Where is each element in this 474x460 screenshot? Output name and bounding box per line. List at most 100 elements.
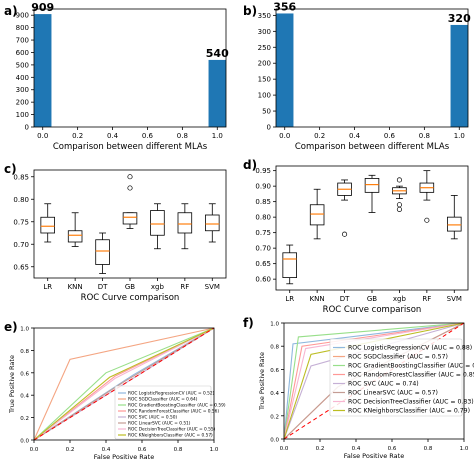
bar-value-label-b-1: 320 — [448, 12, 471, 25]
x-tick-label-c-3: GB — [125, 283, 135, 291]
roc-curve-e-1 — [33, 327, 215, 441]
y-tick-label-e-0: 0.0 — [20, 439, 29, 445]
y-tick-label-d-0: 0.60 — [255, 276, 271, 284]
outlier-point-d-4-0 — [396, 177, 402, 183]
y-tick-label-b-3: 150 — [258, 76, 271, 84]
y-tick-label-a-3: 300 — [16, 86, 29, 94]
x-tick-label-c-2: DT — [98, 283, 108, 291]
plot-frame-c — [33, 169, 227, 279]
x-tick-label-b-4: 0.8 — [419, 132, 430, 140]
outlier-point-d-2-0 — [342, 231, 348, 237]
x-tick-label-d-3: GB — [367, 295, 377, 303]
box-c-4 — [150, 210, 165, 236]
y-tick-label-e-1: 0.2 — [20, 416, 29, 422]
y-tick-label-f-2: 0.4 — [270, 391, 279, 397]
x-tick-label-d-0: LR — [285, 295, 294, 303]
legend-entry-e-6: ROC DecisionTreeClassifier (AUC = 0.55) — [128, 427, 216, 433]
x-tick-label-e-4: 0.8 — [174, 447, 183, 453]
y-tick-label-a-0: 0 — [25, 124, 29, 132]
chance-line-e — [33, 327, 215, 441]
box-c-6 — [205, 214, 220, 232]
x-tick-label-d-4: xgb — [393, 295, 407, 303]
bar-value-label-a-1: 540 — [206, 47, 229, 60]
x-tick-label-b-0: 0.0 — [279, 132, 290, 140]
panel-label-c: c) — [4, 162, 17, 176]
x-axis-label-f: False Positive Rate — [344, 452, 404, 460]
y-axis-label-e: True Positive Rate — [8, 355, 16, 414]
x-tick-label-f-1: 0.2 — [316, 446, 325, 452]
x-tick-label-a-1: 0.2 — [72, 132, 83, 140]
x-axis-label-e: False Positive Rate — [94, 453, 154, 460]
outlier-point-c-3-0 — [127, 174, 133, 180]
panel-label-b: b) — [243, 4, 258, 18]
bar-b-1 — [450, 24, 468, 127]
plot-frame-f — [283, 322, 465, 440]
outlier-point-d-5-0 — [424, 217, 430, 223]
panel-label-d: d) — [243, 158, 258, 172]
y-tick-label-c-1: 0.70 — [13, 241, 29, 249]
plot-frame-a — [33, 8, 227, 128]
roc-curve-e-2 — [33, 327, 215, 441]
x-axis-label-b: Comparison between different MLAs — [295, 142, 450, 152]
y-tick-label-c-4: 0.85 — [13, 173, 29, 181]
y-tick-label-d-5: 0.85 — [255, 198, 271, 206]
x-tick-label-a-5: 1.0 — [212, 132, 223, 140]
bar-value-label-b-0: 356 — [273, 0, 296, 13]
plot-frame-e — [33, 327, 215, 441]
legend-entry-e-5: ROC LinearSVC (AUC = 0.51) — [128, 421, 191, 427]
y-tick-label-e-5: 1.0 — [20, 327, 29, 333]
y-tick-label-b-5: 250 — [258, 44, 271, 52]
x-tick-label-f-2: 0.4 — [352, 446, 361, 452]
y-tick-label-f-3: 0.6 — [270, 368, 279, 374]
legend-entry-e-3: ROC RandomForestClassifier (AUC = 0.56) — [128, 409, 219, 415]
y-tick-label-f-4: 0.8 — [270, 345, 279, 351]
x-tick-label-a-2: 0.4 — [107, 132, 119, 140]
box-c-1 — [67, 230, 83, 243]
legend-entry-f-3: ROC RandomForestClassifier (AUC = 0.85) — [348, 372, 474, 379]
x-tick-label-d-1: KNN — [310, 295, 325, 303]
y-tick-label-b-1: 50 — [262, 108, 271, 116]
x-tick-label-c-5: RF — [180, 283, 189, 291]
x-tick-label-b-3: 0.6 — [384, 132, 396, 140]
legend-entry-e-7: ROC KNeighborsClassifier (AUC = 0.57) — [128, 433, 213, 439]
panel-label-e: e) — [4, 320, 18, 334]
roc-curve-f-2 — [283, 322, 465, 440]
y-tick-label-d-4: 0.80 — [255, 214, 271, 222]
box-d-6 — [447, 216, 462, 232]
box-c-3 — [122, 212, 138, 225]
x-tick-label-d-5: RF — [422, 295, 431, 303]
y-tick-label-a-1: 100 — [16, 111, 29, 119]
x-tick-label-f-3: 0.6 — [388, 446, 397, 452]
legend-entry-f-5: ROC LinearSVC (AUC = 0.57) — [348, 390, 438, 397]
y-tick-label-c-2: 0.75 — [13, 218, 29, 226]
box-d-0 — [282, 252, 297, 279]
x-tick-label-f-4: 0.8 — [424, 446, 433, 452]
outlier-point-d-4-2 — [396, 206, 402, 212]
plot-frame-d — [275, 165, 469, 291]
x-tick-label-b-1: 0.2 — [314, 132, 325, 140]
x-tick-label-d-6: SVM — [447, 295, 462, 303]
x-tick-label-e-1: 0.2 — [66, 447, 75, 453]
y-tick-label-a-2: 200 — [16, 99, 29, 107]
y-axis-label-f: True Positive Rate — [258, 352, 266, 411]
outlier-point-c-3-1 — [127, 185, 133, 191]
bar-value-label-a-0: 909 — [31, 1, 54, 14]
x-axis-label-a: Comparison between different MLAs — [53, 142, 208, 152]
bar-a-0 — [34, 14, 52, 128]
y-tick-label-a-8: 800 — [16, 24, 29, 32]
legend-entry-f-6: ROC DecisionTreeClassifier (AUC = 0.83) — [348, 399, 474, 406]
box-d-1 — [309, 204, 325, 226]
y-tick-label-c-3: 0.80 — [13, 196, 29, 204]
roc-curve-f-4 — [283, 322, 465, 440]
legend-entry-f-7: ROC KNeighborsClassifier (AUC = 0.79) — [348, 408, 470, 415]
plot-frame-b — [275, 8, 469, 128]
y-tick-label-a-4: 400 — [16, 74, 29, 82]
y-tick-label-a-5: 500 — [16, 61, 29, 69]
box-c-0 — [40, 216, 55, 234]
legend-entry-f-2: ROC GradientBoostingClassifier (AUC = 0.… — [348, 363, 474, 370]
y-tick-label-d-6: 0.90 — [255, 183, 271, 191]
x-tick-label-a-0: 0.0 — [37, 132, 48, 140]
roc-curve-f-0 — [283, 322, 465, 440]
